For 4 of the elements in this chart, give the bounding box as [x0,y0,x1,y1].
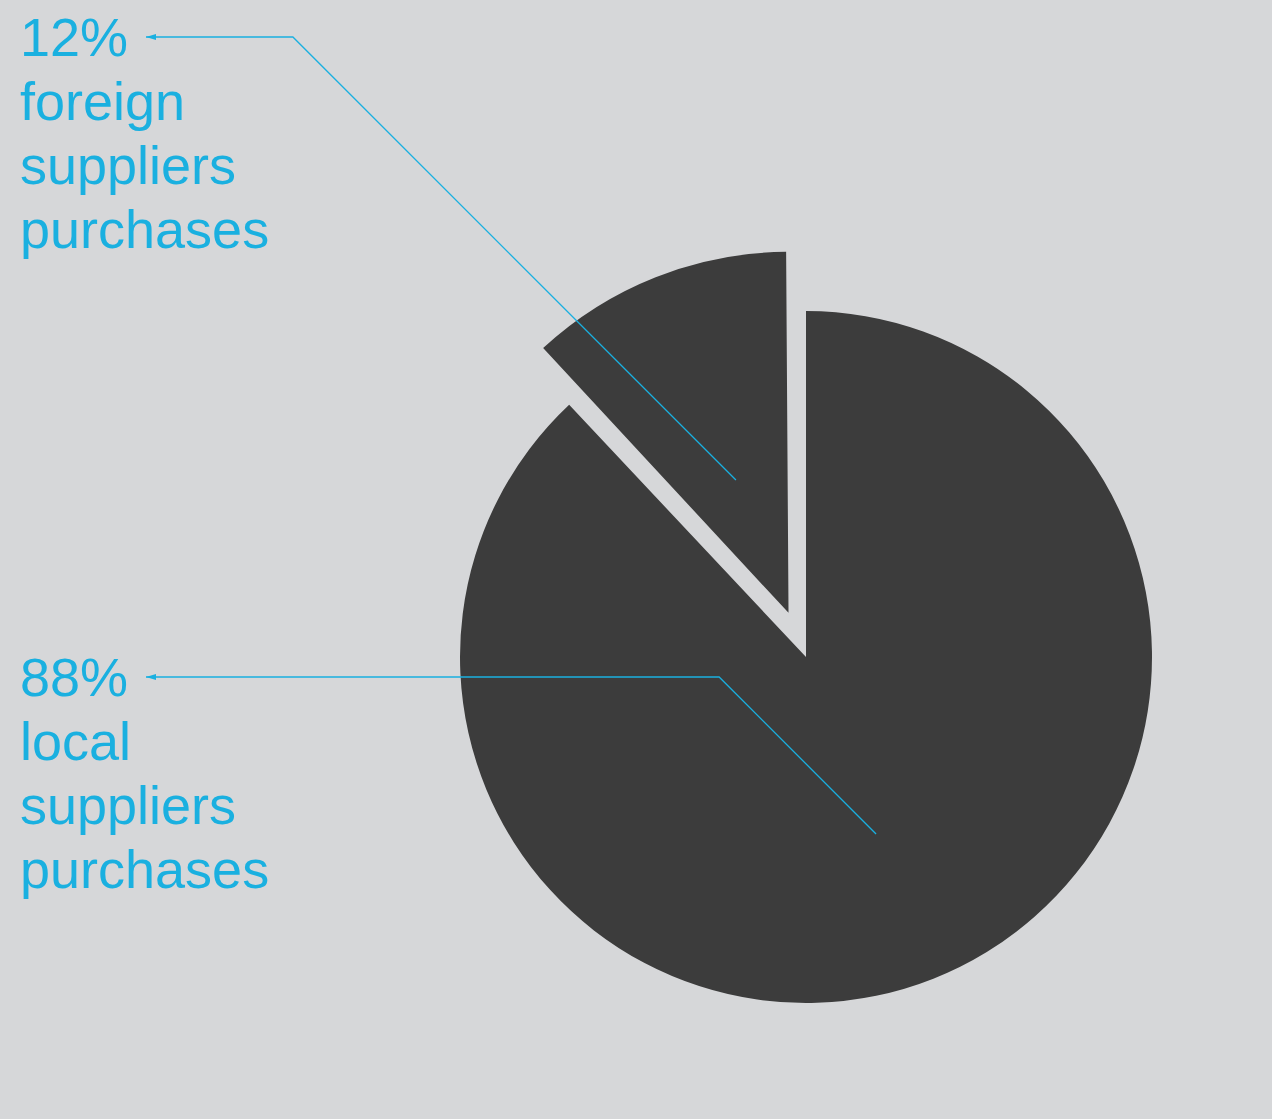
data-label: 88% [20,646,129,709]
slice-label: foreign suppliers purchases [20,70,271,261]
slice-label: local suppliers purchases [20,710,271,901]
data-label: 12% [20,6,129,69]
